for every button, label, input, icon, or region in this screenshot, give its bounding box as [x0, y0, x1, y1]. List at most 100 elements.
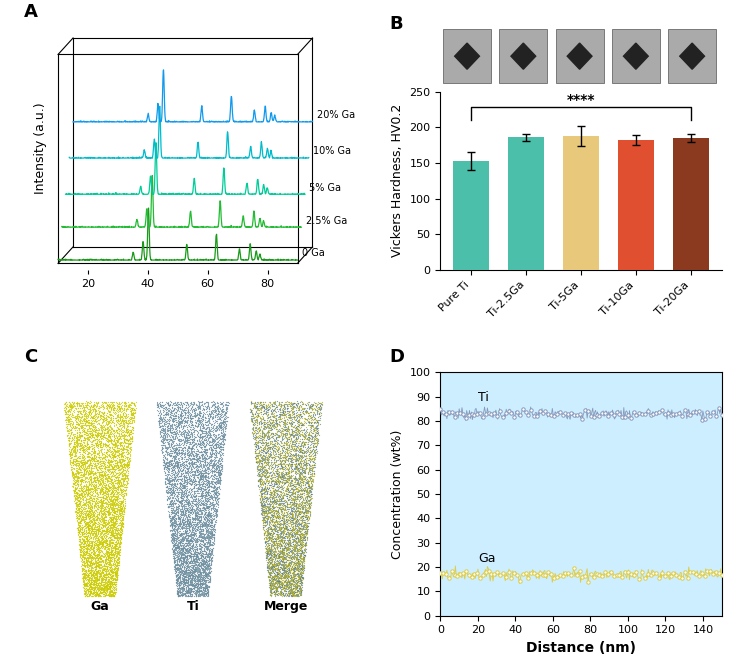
Point [304, 490, 315, 500]
Point [283, 540, 295, 550]
Point [284, 429, 296, 440]
Point [203, 528, 215, 538]
Point [110, 483, 122, 494]
Point [107, 530, 119, 541]
Point [124, 446, 135, 456]
Point [288, 563, 300, 573]
Point [106, 485, 118, 495]
Point [298, 485, 310, 496]
Point [288, 401, 300, 411]
Point [250, 439, 262, 449]
Point [127, 403, 139, 414]
Point [74, 475, 86, 485]
Point [87, 588, 99, 598]
Point [93, 537, 105, 547]
Point [94, 455, 106, 466]
Point [207, 438, 219, 448]
Point [111, 434, 123, 445]
Point [167, 426, 179, 437]
Point [290, 453, 302, 464]
Point [293, 473, 305, 483]
Point [168, 512, 180, 522]
Point [72, 469, 84, 479]
Point [195, 567, 207, 577]
Point [298, 486, 310, 496]
Point [168, 524, 180, 534]
Point [285, 583, 297, 594]
Point [279, 516, 291, 526]
Point [185, 444, 197, 454]
Point [109, 553, 121, 564]
Point [72, 485, 84, 495]
Point [273, 580, 285, 591]
Point [161, 481, 173, 491]
Point [103, 556, 115, 567]
Point [282, 567, 294, 578]
Point [286, 486, 298, 496]
Point [101, 506, 113, 516]
Point [305, 401, 317, 411]
Point [209, 447, 221, 457]
Point [214, 434, 226, 444]
Point [90, 528, 102, 539]
Point [87, 567, 99, 578]
Point [173, 462, 185, 473]
Point [259, 516, 271, 526]
Point [205, 397, 217, 408]
Point [171, 427, 183, 438]
Point [210, 458, 222, 469]
Point [161, 473, 173, 483]
Point [182, 587, 193, 598]
Point [177, 558, 189, 569]
Point [115, 430, 127, 441]
Point [92, 575, 103, 586]
Point [76, 537, 88, 547]
Point [269, 523, 281, 534]
Point [260, 520, 272, 530]
Point [123, 435, 135, 446]
Point [97, 522, 109, 532]
Point [185, 536, 197, 546]
Point [97, 569, 109, 579]
Point [97, 526, 109, 536]
Point [109, 555, 121, 566]
Point [272, 445, 283, 455]
Point [188, 456, 200, 467]
Point [98, 408, 110, 418]
Point [197, 502, 209, 512]
Point [182, 481, 193, 491]
Point [247, 424, 259, 435]
Point [187, 583, 199, 593]
Point [180, 522, 192, 532]
Point [266, 560, 278, 571]
Point [189, 575, 201, 586]
Point [275, 559, 287, 570]
Point [182, 496, 193, 506]
Point [293, 410, 305, 420]
Point [83, 539, 94, 549]
Point [79, 476, 91, 487]
Point [294, 585, 306, 595]
Point [70, 440, 82, 450]
Point [91, 473, 103, 484]
Point [71, 398, 83, 408]
Point [289, 414, 301, 425]
Point [72, 419, 84, 430]
Point [304, 489, 316, 499]
Point [308, 434, 320, 444]
Point [111, 568, 123, 579]
Point [263, 529, 275, 540]
Point [500, 572, 512, 583]
Point [269, 461, 281, 471]
Point [165, 444, 177, 455]
Point [87, 567, 99, 577]
Point [117, 451, 129, 462]
Point [116, 397, 128, 407]
Point [109, 495, 121, 506]
Point [103, 416, 115, 426]
Point [254, 500, 266, 510]
Point [272, 461, 284, 471]
Point [179, 416, 191, 427]
Point [70, 402, 82, 413]
Point [89, 540, 101, 550]
